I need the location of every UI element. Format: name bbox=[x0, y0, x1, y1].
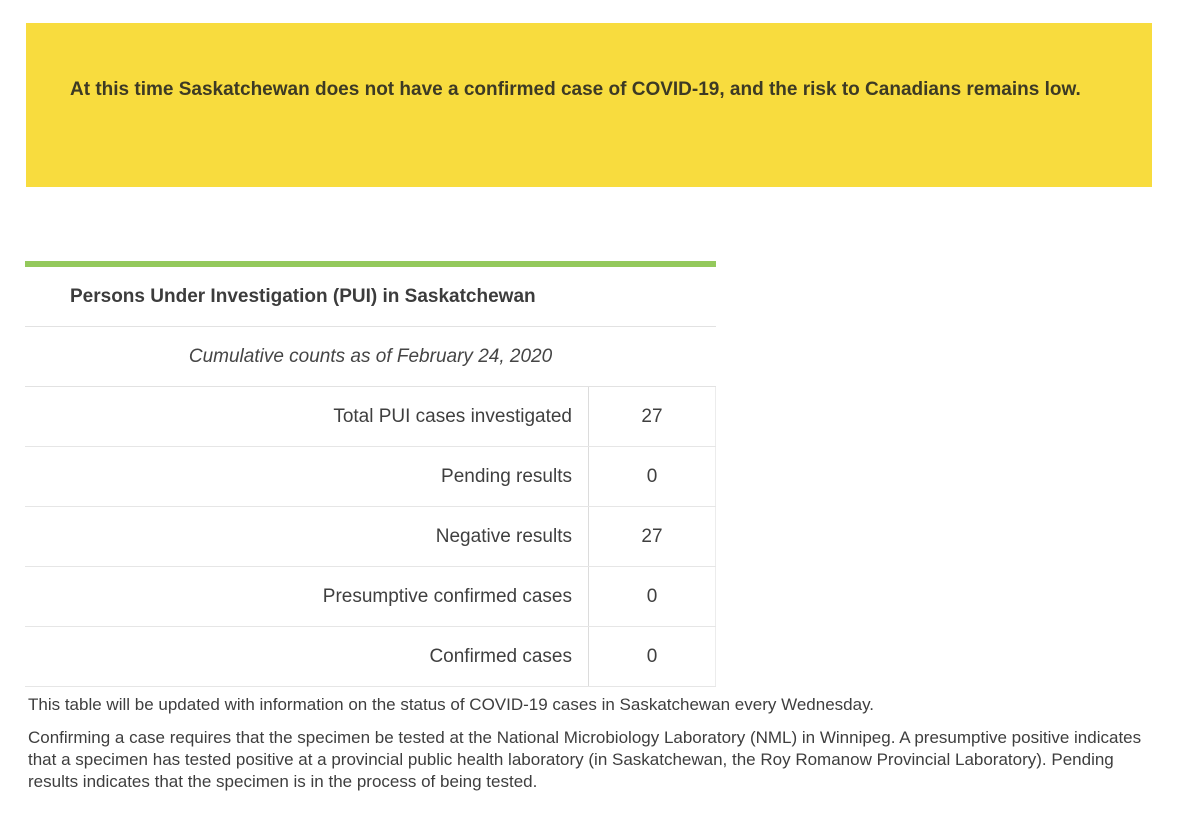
testing-process-note: Confirming a case requires that the spec… bbox=[28, 728, 1142, 791]
alert-banner: At this time Saskatchewan does not have … bbox=[26, 23, 1152, 187]
alert-text: At this time Saskatchewan does not have … bbox=[70, 79, 1081, 100]
table-row: Total PUI cases investigated 27 bbox=[25, 387, 716, 447]
row-label: Total PUI cases investigated bbox=[333, 406, 572, 427]
table-title: Persons Under Investigation (PUI) in Sas… bbox=[70, 285, 536, 307]
row-label: Negative results bbox=[435, 526, 572, 547]
row-value: 0 bbox=[588, 447, 716, 506]
pui-table: Persons Under Investigation (PUI) in Sas… bbox=[25, 261, 716, 687]
table-row: Confirmed cases 0 bbox=[25, 627, 716, 687]
table-row: Pending results 0 bbox=[25, 447, 716, 507]
row-label: Confirmed cases bbox=[429, 646, 572, 667]
pui-table-body: Total PUI cases investigated 27 Pending … bbox=[25, 387, 716, 687]
table-title-row: Persons Under Investigation (PUI) in Sas… bbox=[25, 267, 716, 327]
table-subtitle-row: Cumulative counts as of February 24, 202… bbox=[25, 327, 716, 387]
row-value: 27 bbox=[588, 387, 716, 446]
table-row: Presumptive confirmed cases 0 bbox=[25, 567, 716, 627]
row-value: 0 bbox=[588, 627, 716, 686]
update-schedule-note: This table will be updated with informat… bbox=[28, 695, 875, 714]
table-subtitle: Cumulative counts as of February 24, 202… bbox=[188, 345, 553, 367]
row-label: Pending results bbox=[441, 466, 572, 487]
row-value: 27 bbox=[588, 507, 716, 566]
row-value: 0 bbox=[588, 567, 716, 626]
row-label: Presumptive confirmed cases bbox=[322, 586, 572, 607]
table-row: Negative results 27 bbox=[25, 507, 716, 567]
